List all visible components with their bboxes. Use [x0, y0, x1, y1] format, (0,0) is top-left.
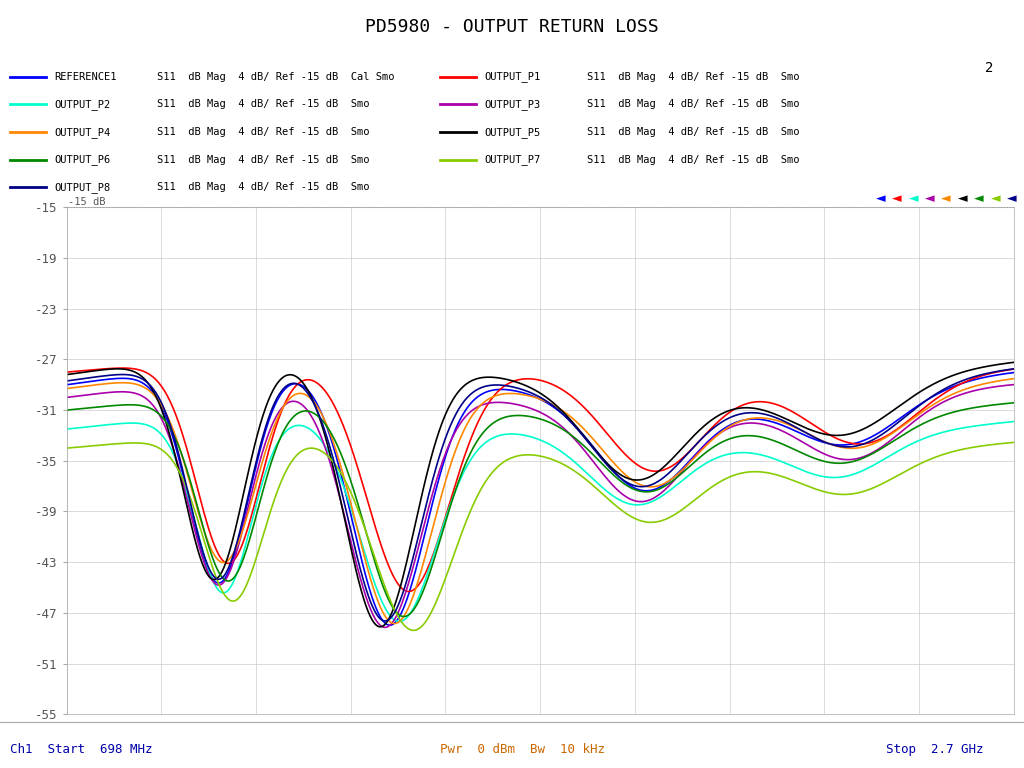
Text: OUTPUT_P1: OUTPUT_P1	[484, 71, 541, 82]
Text: S11  dB Mag  4 dB/ Ref -15 dB  Smo: S11 dB Mag 4 dB/ Ref -15 dB Smo	[587, 154, 800, 165]
Text: S11  dB Mag  4 dB/ Ref -15 dB  Smo: S11 dB Mag 4 dB/ Ref -15 dB Smo	[157, 182, 370, 193]
Text: OUTPUT_P8: OUTPUT_P8	[54, 182, 111, 193]
Text: 2: 2	[985, 61, 993, 75]
Text: Stop  2.7 GHz: Stop 2.7 GHz	[886, 743, 983, 756]
Text: S11  dB Mag  4 dB/ Ref -15 dB  Smo: S11 dB Mag 4 dB/ Ref -15 dB Smo	[587, 71, 800, 82]
Text: OUTPUT_P4: OUTPUT_P4	[54, 127, 111, 137]
Text: S11  dB Mag  4 dB/ Ref -15 dB  Smo: S11 dB Mag 4 dB/ Ref -15 dB Smo	[157, 127, 370, 137]
Text: ◄: ◄	[925, 192, 935, 204]
Text: OUTPUT_P2: OUTPUT_P2	[54, 99, 111, 110]
Text: S11  dB Mag  4 dB/ Ref -15 dB  Cal Smo: S11 dB Mag 4 dB/ Ref -15 dB Cal Smo	[157, 71, 394, 82]
Text: ◄: ◄	[1007, 192, 1017, 204]
Text: PD5980 - OUTPUT RETURN LOSS: PD5980 - OUTPUT RETURN LOSS	[366, 18, 658, 36]
Text: Ch1  Start  698 MHz: Ch1 Start 698 MHz	[10, 743, 153, 756]
Text: OUTPUT_P7: OUTPUT_P7	[484, 154, 541, 165]
Text: S11  dB Mag  4 dB/ Ref -15 dB  Smo: S11 dB Mag 4 dB/ Ref -15 dB Smo	[157, 154, 370, 165]
Text: ◄: ◄	[957, 192, 968, 204]
Text: ◄: ◄	[892, 192, 902, 204]
Text: OUTPUT_P3: OUTPUT_P3	[484, 99, 541, 110]
Text: ◄: ◄	[876, 192, 886, 204]
Text: ◄: ◄	[941, 192, 951, 204]
Text: OUTPUT_P6: OUTPUT_P6	[54, 154, 111, 165]
Text: ◄: ◄	[908, 192, 919, 204]
Text: REFERENCE1: REFERENCE1	[54, 71, 117, 82]
Text: ◄: ◄	[990, 192, 1000, 204]
Text: OUTPUT_P5: OUTPUT_P5	[484, 127, 541, 137]
Text: S11  dB Mag  4 dB/ Ref -15 dB  Smo: S11 dB Mag 4 dB/ Ref -15 dB Smo	[587, 127, 800, 137]
Text: -15 dB: -15 dB	[69, 197, 105, 207]
Text: Pwr  0 dBm  Bw  10 kHz: Pwr 0 dBm Bw 10 kHz	[440, 743, 605, 756]
Text: S11  dB Mag  4 dB/ Ref -15 dB  Smo: S11 dB Mag 4 dB/ Ref -15 dB Smo	[157, 99, 370, 110]
Text: ◄: ◄	[974, 192, 984, 204]
Text: S11  dB Mag  4 dB/ Ref -15 dB  Smo: S11 dB Mag 4 dB/ Ref -15 dB Smo	[587, 99, 800, 110]
